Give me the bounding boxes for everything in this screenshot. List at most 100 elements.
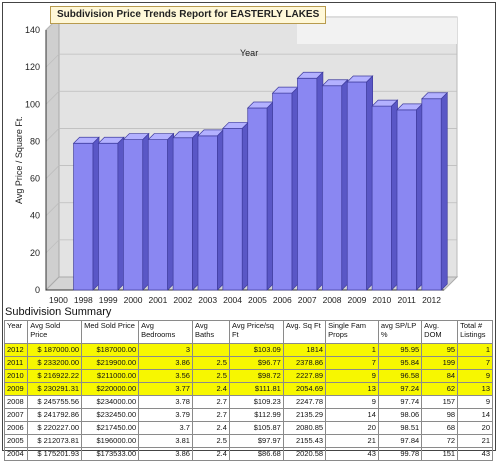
table-cell: 2247.78 [282,395,327,409]
table-cell: 98.51 [377,421,423,435]
y-tick-label: 100 [25,99,40,109]
table-cell: 21 [457,434,493,448]
table-cell: 2.7 [191,408,230,422]
bar [396,109,417,291]
table-row: 2012 $ 187000.00 $187000.00 3 $103.09 1814 1 95… [3,343,493,357]
grid-line-side [45,239,60,254]
table-row: 2009 $ 230291.31 $220000.00 3.77 2.4 $111.81 2… [3,382,493,396]
table-cell: 2155.43 [282,434,327,448]
bar-side [440,91,448,291]
table-cell: 2.5 [191,434,230,448]
table-cell: 20 [457,421,493,435]
table-cell: 3.79 [138,408,193,422]
table-cell: $196000.00 [81,434,140,448]
column-header: Total # Listings [457,320,493,344]
bar-side [142,132,150,291]
table-cell: 21 [325,434,379,448]
y-tick-label: 60 [30,174,40,184]
table-cell [191,343,230,357]
bar-side [192,130,199,291]
bar-chart: 0 20 40 60 80 100 120 140 1900 1998 1999 2000 2001 20… [14,15,459,305]
table-row: 2011 $ 233200.00 $219900.00 3.86 2.5 $96.77 23… [3,356,493,370]
bar-side [416,103,423,291]
table-cell: 2.4 [191,447,230,461]
table-cell: 98 [421,408,459,422]
bar [197,135,218,291]
table-cell: 9 [325,369,379,383]
table-header-row: Year Avg Sold Price Med Sold Price Avg Bedr… [3,320,493,344]
table-cell: 2227.89 [282,369,327,383]
table-cell: 2012 [3,343,29,357]
table-cell: $97.97 [228,434,284,448]
table-cell: 3.7 [138,421,193,435]
grid-line-side [45,165,60,179]
table-cell: 43 [325,447,379,461]
table-cell: 3.86 [138,447,193,461]
table-cell: 2054.69 [282,382,327,396]
x-tick-label: 2004 [223,295,242,304]
bar-side [291,86,299,291]
table-cell: 43 [457,447,493,461]
x-tick-label: 2007 [298,295,317,304]
table-cell: 2005 [3,434,29,448]
table-cell: 2080.85 [282,421,327,435]
table-cell: $ 187000.00 [27,343,83,357]
column-header: Avg Baths [191,320,230,344]
bar-side [167,132,174,291]
column-header: Avg Price/sq Ft [228,320,284,344]
table-cell: $219900.00 [81,356,140,370]
bar-side [391,99,398,291]
x-tick-label: 1900 [49,295,68,304]
table-cell: 95.84 [377,356,423,370]
chart-panel: 0 20 40 60 80 100 120 140 1900 1998 1999 2000 2001 20… [4,4,493,305]
table-cell: 20 [325,421,379,435]
table-cell: 3 [138,343,193,357]
x-tick-label: 2005 [248,295,267,304]
table-cell: $234000.00 [81,395,140,409]
bar-side [266,101,274,291]
grid-line-side [45,202,60,216]
x-axis-label: Year [240,48,258,58]
table-cell: $ 245755.56 [27,395,83,409]
table-row: 2006 $ 220227.00 $217450.00 3.7 2.4 $105.87 20… [3,421,493,435]
table-cell: 2378.86 [282,356,327,370]
grid-line-side [45,53,60,68]
bar [297,77,318,291]
table-cell: 2011 [3,356,29,370]
table-cell: 9 [325,395,379,409]
table-cell: 151 [421,447,459,461]
y-tick-label: 140 [25,25,40,35]
column-header: Single Fam Props [325,320,379,344]
table-cell: 3.56 [138,369,193,383]
table-cell: $173533.00 [81,447,140,461]
table-cell: $ 230291.31 [27,382,83,396]
bar [73,142,94,291]
table-cell: 9 [457,369,493,383]
report-title: Subdivision Price Trends Report for EAST… [50,6,327,24]
table-cell: 7 [457,356,493,370]
plot-side-wall [45,15,60,292]
table-cell: 2007 [3,408,29,422]
table-cell: 3.78 [138,395,193,409]
table-cell: 13 [325,382,379,396]
table-cell: 2009 [3,382,29,396]
table-cell: $105.87 [228,421,284,435]
table-cell: 13 [457,382,493,396]
x-tick-label: 2009 [347,295,366,304]
x-tick-label: 2011 [398,295,417,304]
bar [371,105,392,291]
table-cell: 97.74 [377,395,423,409]
column-header: Year [3,320,29,344]
table-cell: $220000.00 [81,382,140,396]
bar-side [117,136,125,291]
x-tick-label: 2012 [422,295,441,304]
table-cell: 84 [421,369,459,383]
y-tick-label: 0 [35,285,40,295]
table-cell: 2.5 [191,369,230,383]
table-cell: $ 220227.00 [27,421,83,435]
table-cell: 97.24 [377,382,423,396]
column-header: Med Sold Price [81,320,140,344]
table-cell: 2.4 [191,421,230,435]
bar [98,142,119,291]
table-cell: 98.06 [377,408,423,422]
